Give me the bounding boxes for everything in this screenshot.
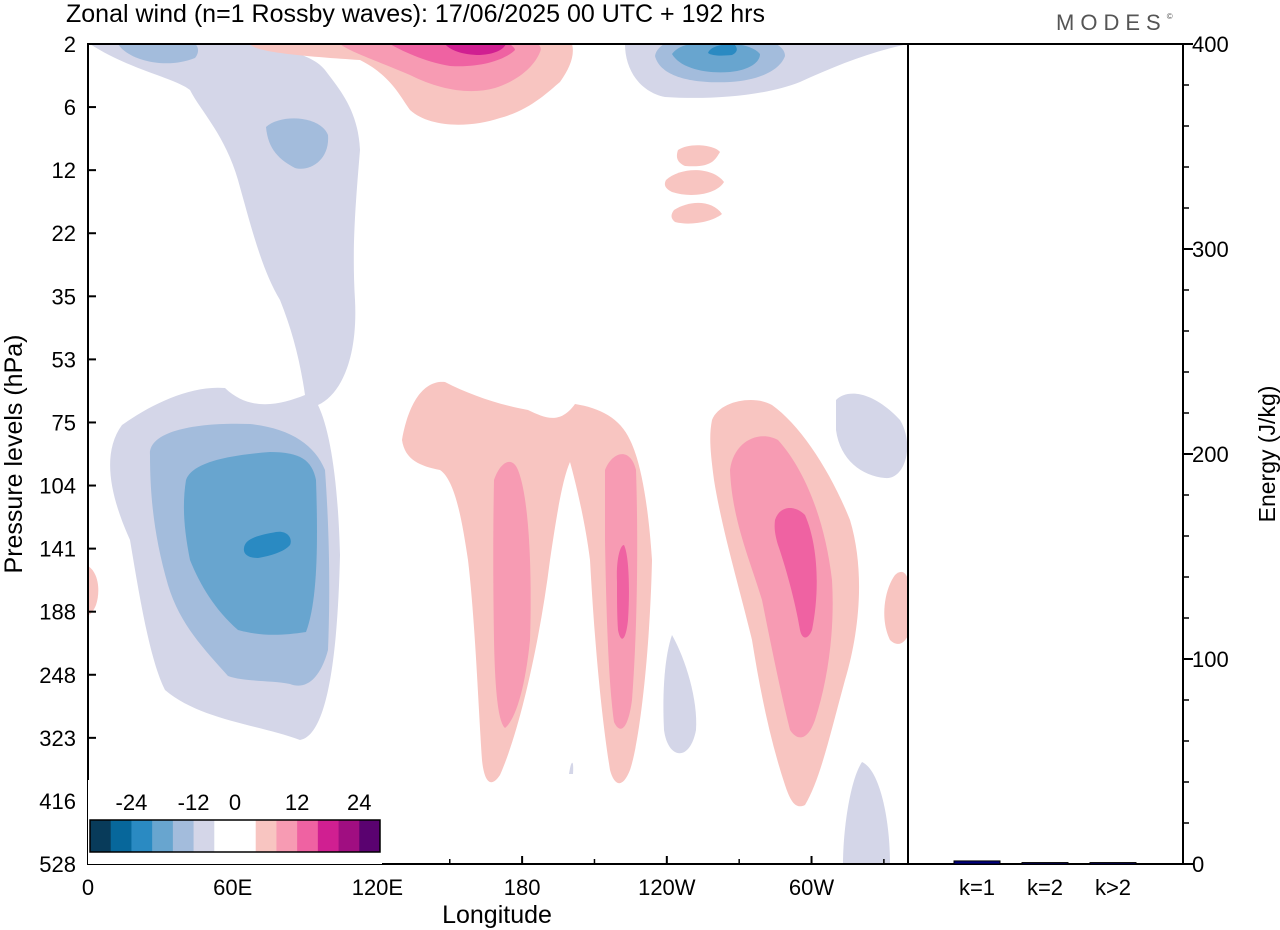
energy-bars: k=1 k=2 k>2 [953,860,1137,900]
colorbar-swatch [359,820,381,852]
x-axis-label: Longitude [442,901,552,929]
contour-neg-lvl4-core [243,531,291,558]
longitude-tick-label: 180 [504,875,541,900]
colorbar-swatch [317,820,340,852]
contour-pos-lvl1-blob-1 [676,145,720,167]
pressure-tick-label: 22 [52,221,76,246]
pressure-tick-label: 323 [39,726,76,751]
colorbar-tick-label: 12 [285,790,309,815]
pressure-axis: 2 6 12 22 35 53 75 104 141 188 248 323 416 528 [39,32,96,877]
colorbar-outline [89,819,381,853]
contour-neg-lvl1-patch-low [663,635,697,754]
pressure-tick-label: 12 [52,158,76,183]
brand-mark: © [1166,12,1173,21]
longitude-tick-label: 60E [213,875,252,900]
contour-neg-lvl1-dot [569,762,574,774]
chart-title: Zonal wind (n=1 Rossby waves): 17/06/202… [66,0,765,28]
pressure-tick-label: 528 [39,852,76,877]
contour-pos-lvl1-east-edge [884,571,908,644]
contour-neg-lvl3-top [672,44,760,73]
colorbar-swatch [193,820,215,852]
contour-field [88,44,908,864]
pressure-tick-label: 75 [52,410,76,435]
energy-tick-label: 300 [1192,237,1229,262]
colorbar-swatch [90,820,112,852]
colorbar-swatch [255,820,277,852]
pressure-tick-label: 6 [64,95,76,120]
energy-category-label: k=2 [1027,875,1063,900]
contour-pos-lvl2-west [493,461,531,728]
contour-pos-lvl1-blob-2 [664,170,724,195]
colorbar-swatch [172,820,195,852]
colorbar-swatch [235,820,257,852]
colorbar-swatch [110,820,132,852]
longitude-tick-label: 0 [82,875,94,900]
longitude-tick-label: 120E [352,875,403,900]
energy-tick-label: 200 [1192,442,1229,467]
longitude-tick-label: 120W [638,875,696,900]
energy-tick-label: 400 [1192,32,1229,57]
longitude-tick-label: 60W [789,875,834,900]
contour-pos-lvl2-east [730,436,833,738]
colorbar-tick-label: -12 [178,790,210,815]
colorbar-swatch [131,820,153,852]
pressure-tick-label: 53 [52,347,76,372]
energy-bar [1021,862,1069,865]
contour-pos-lvl1-west-edge [88,566,99,616]
pressure-tick-label: 248 [39,663,76,688]
colorbar-swatch [214,820,236,852]
contour-pos-lvl1-blob-3 [671,202,722,224]
y-axis-label: Pressure levels (hPa) [0,335,28,574]
contour-neg-lvl4-top [708,44,737,56]
colorbar-swatch [152,820,174,852]
brand-logo: MODES© [1056,10,1173,36]
pressure-tick-label: 416 [39,789,76,814]
pressure-tick-label: 104 [39,474,76,499]
colorbar-swatch [338,820,360,852]
contour-neg-lvl2-upper [266,118,329,169]
contour-pos-lvl4-top [445,44,506,55]
energy-bar [953,860,1001,865]
colorbar-tick-label: -24 [116,790,148,815]
plot-frame [87,43,909,865]
pressure-tick-label: 35 [52,284,76,309]
colorbar-tick-label: 24 [347,790,371,815]
pressure-tick-label: 2 [64,32,76,57]
energy-tick-label: 100 [1192,647,1229,672]
colorbar: -24 -12 0 12 24 [88,780,382,864]
energy-category-label: k=1 [959,875,995,900]
contour-neg-lvl1-patch-east [836,393,908,479]
energy-bar [1089,862,1137,865]
contour-pos-lvl3-mid [616,545,629,639]
contour-pos-lvl3-east [774,508,817,638]
contour-neg-lvl1-patch-bottom [843,762,890,864]
brand-name: MODES [1056,10,1167,35]
colorbar-swatch [297,820,319,852]
pressure-tick-label: 141 [39,537,76,562]
pressure-tick-label: 188 [39,600,76,625]
contour-neg-lvl2-top-left [118,44,199,64]
energy-axis-label: Energy (J/kg) [1254,386,1280,523]
energy-axis: 0 100 200 300 400 [1183,32,1229,877]
colorbar-tick-label: 0 [229,790,241,815]
energy-category-label: k>2 [1095,875,1131,900]
energy-tick-label: 0 [1192,852,1204,877]
longitude-axis: 0 60E 120E 180 120W 60W [82,856,885,900]
colorbar-swatch [276,820,298,852]
